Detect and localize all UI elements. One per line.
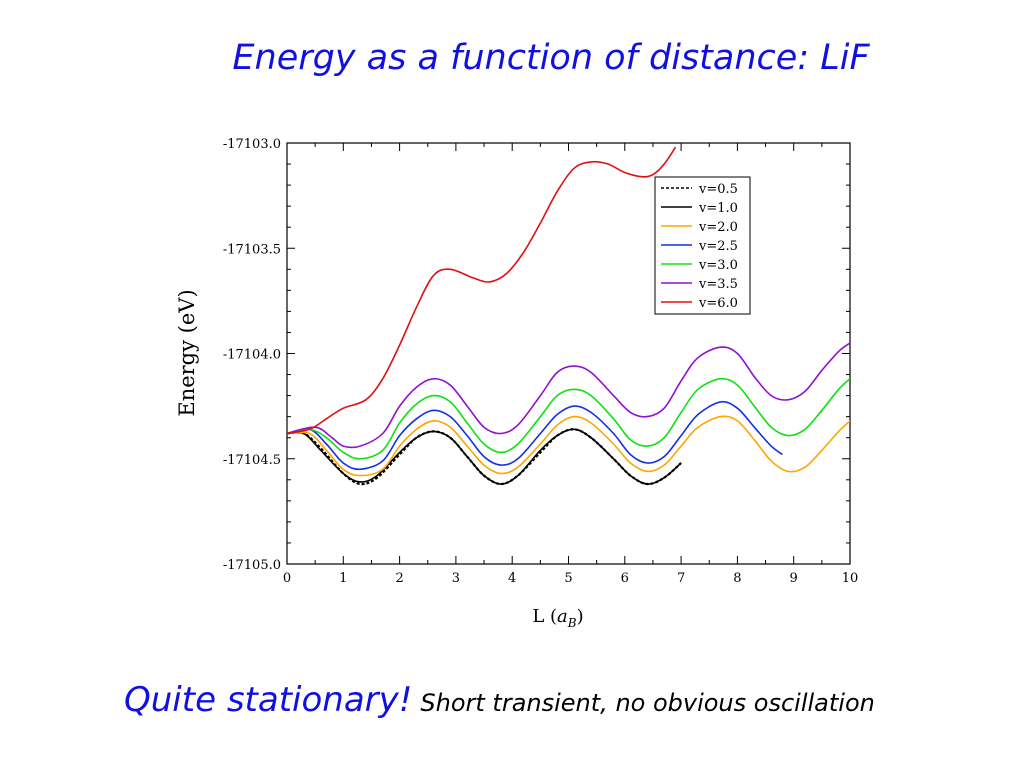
- legend-label: v=3.5: [698, 277, 738, 292]
- legend-label: v=3.0: [698, 258, 738, 273]
- series-line-v-2-5: [287, 400, 783, 471]
- x-tick-label: 0: [283, 571, 291, 586]
- y-tick-label: -17103.5: [223, 242, 281, 257]
- slide-title: Energy as a function of distance: LiF: [232, 38, 870, 78]
- caption: Quite stationary! Short transient, no obv…: [124, 680, 875, 720]
- x-tick-label: 6: [621, 571, 629, 586]
- x-axis-label: L (aB): [532, 606, 583, 630]
- legend-label: v=2.0: [698, 220, 738, 235]
- legend-label: v=1.0: [698, 201, 738, 216]
- series-line-v-6-0: [287, 146, 677, 435]
- series-line-v-0-5: [287, 428, 682, 486]
- x-tick-label: 3: [452, 571, 460, 586]
- plot-frame: [286, 142, 851, 565]
- x-tick-label: 5: [564, 571, 572, 586]
- legend: v=0.5 v=1.0 v=2.0 v=2.5 v=3.0 v=3.5 v=6.0: [654, 176, 751, 315]
- y-tick-label: -17104.5: [223, 453, 281, 468]
- y-axis-label: Energy (eV): [175, 289, 199, 416]
- x-tick-label: 9: [790, 571, 798, 586]
- series-line-v-2-0: [287, 415, 850, 477]
- x-tick-label: 1: [339, 571, 347, 586]
- x-tick-label: 2: [395, 571, 403, 586]
- series-line-v-3-0: [287, 377, 850, 460]
- legend-label: v=6.0: [698, 296, 738, 311]
- x-tick-label: 8: [733, 571, 741, 586]
- legend-label: v=0.5: [698, 182, 738, 197]
- legend-label: v=2.5: [698, 239, 738, 254]
- y-tick-label: -17104.0: [223, 348, 281, 363]
- y-tick-label: -17103.0: [223, 137, 281, 152]
- caption-sub: Short transient, no obvious oscillation: [420, 689, 875, 717]
- series-line-v-3-5: [287, 342, 850, 449]
- y-tick-label: -17105.0: [223, 558, 281, 573]
- x-tick-label: 4: [508, 571, 516, 586]
- x-tick-label: 7: [677, 571, 685, 586]
- caption-main: Quite stationary!: [124, 680, 413, 720]
- x-tick-label: 10: [842, 571, 859, 586]
